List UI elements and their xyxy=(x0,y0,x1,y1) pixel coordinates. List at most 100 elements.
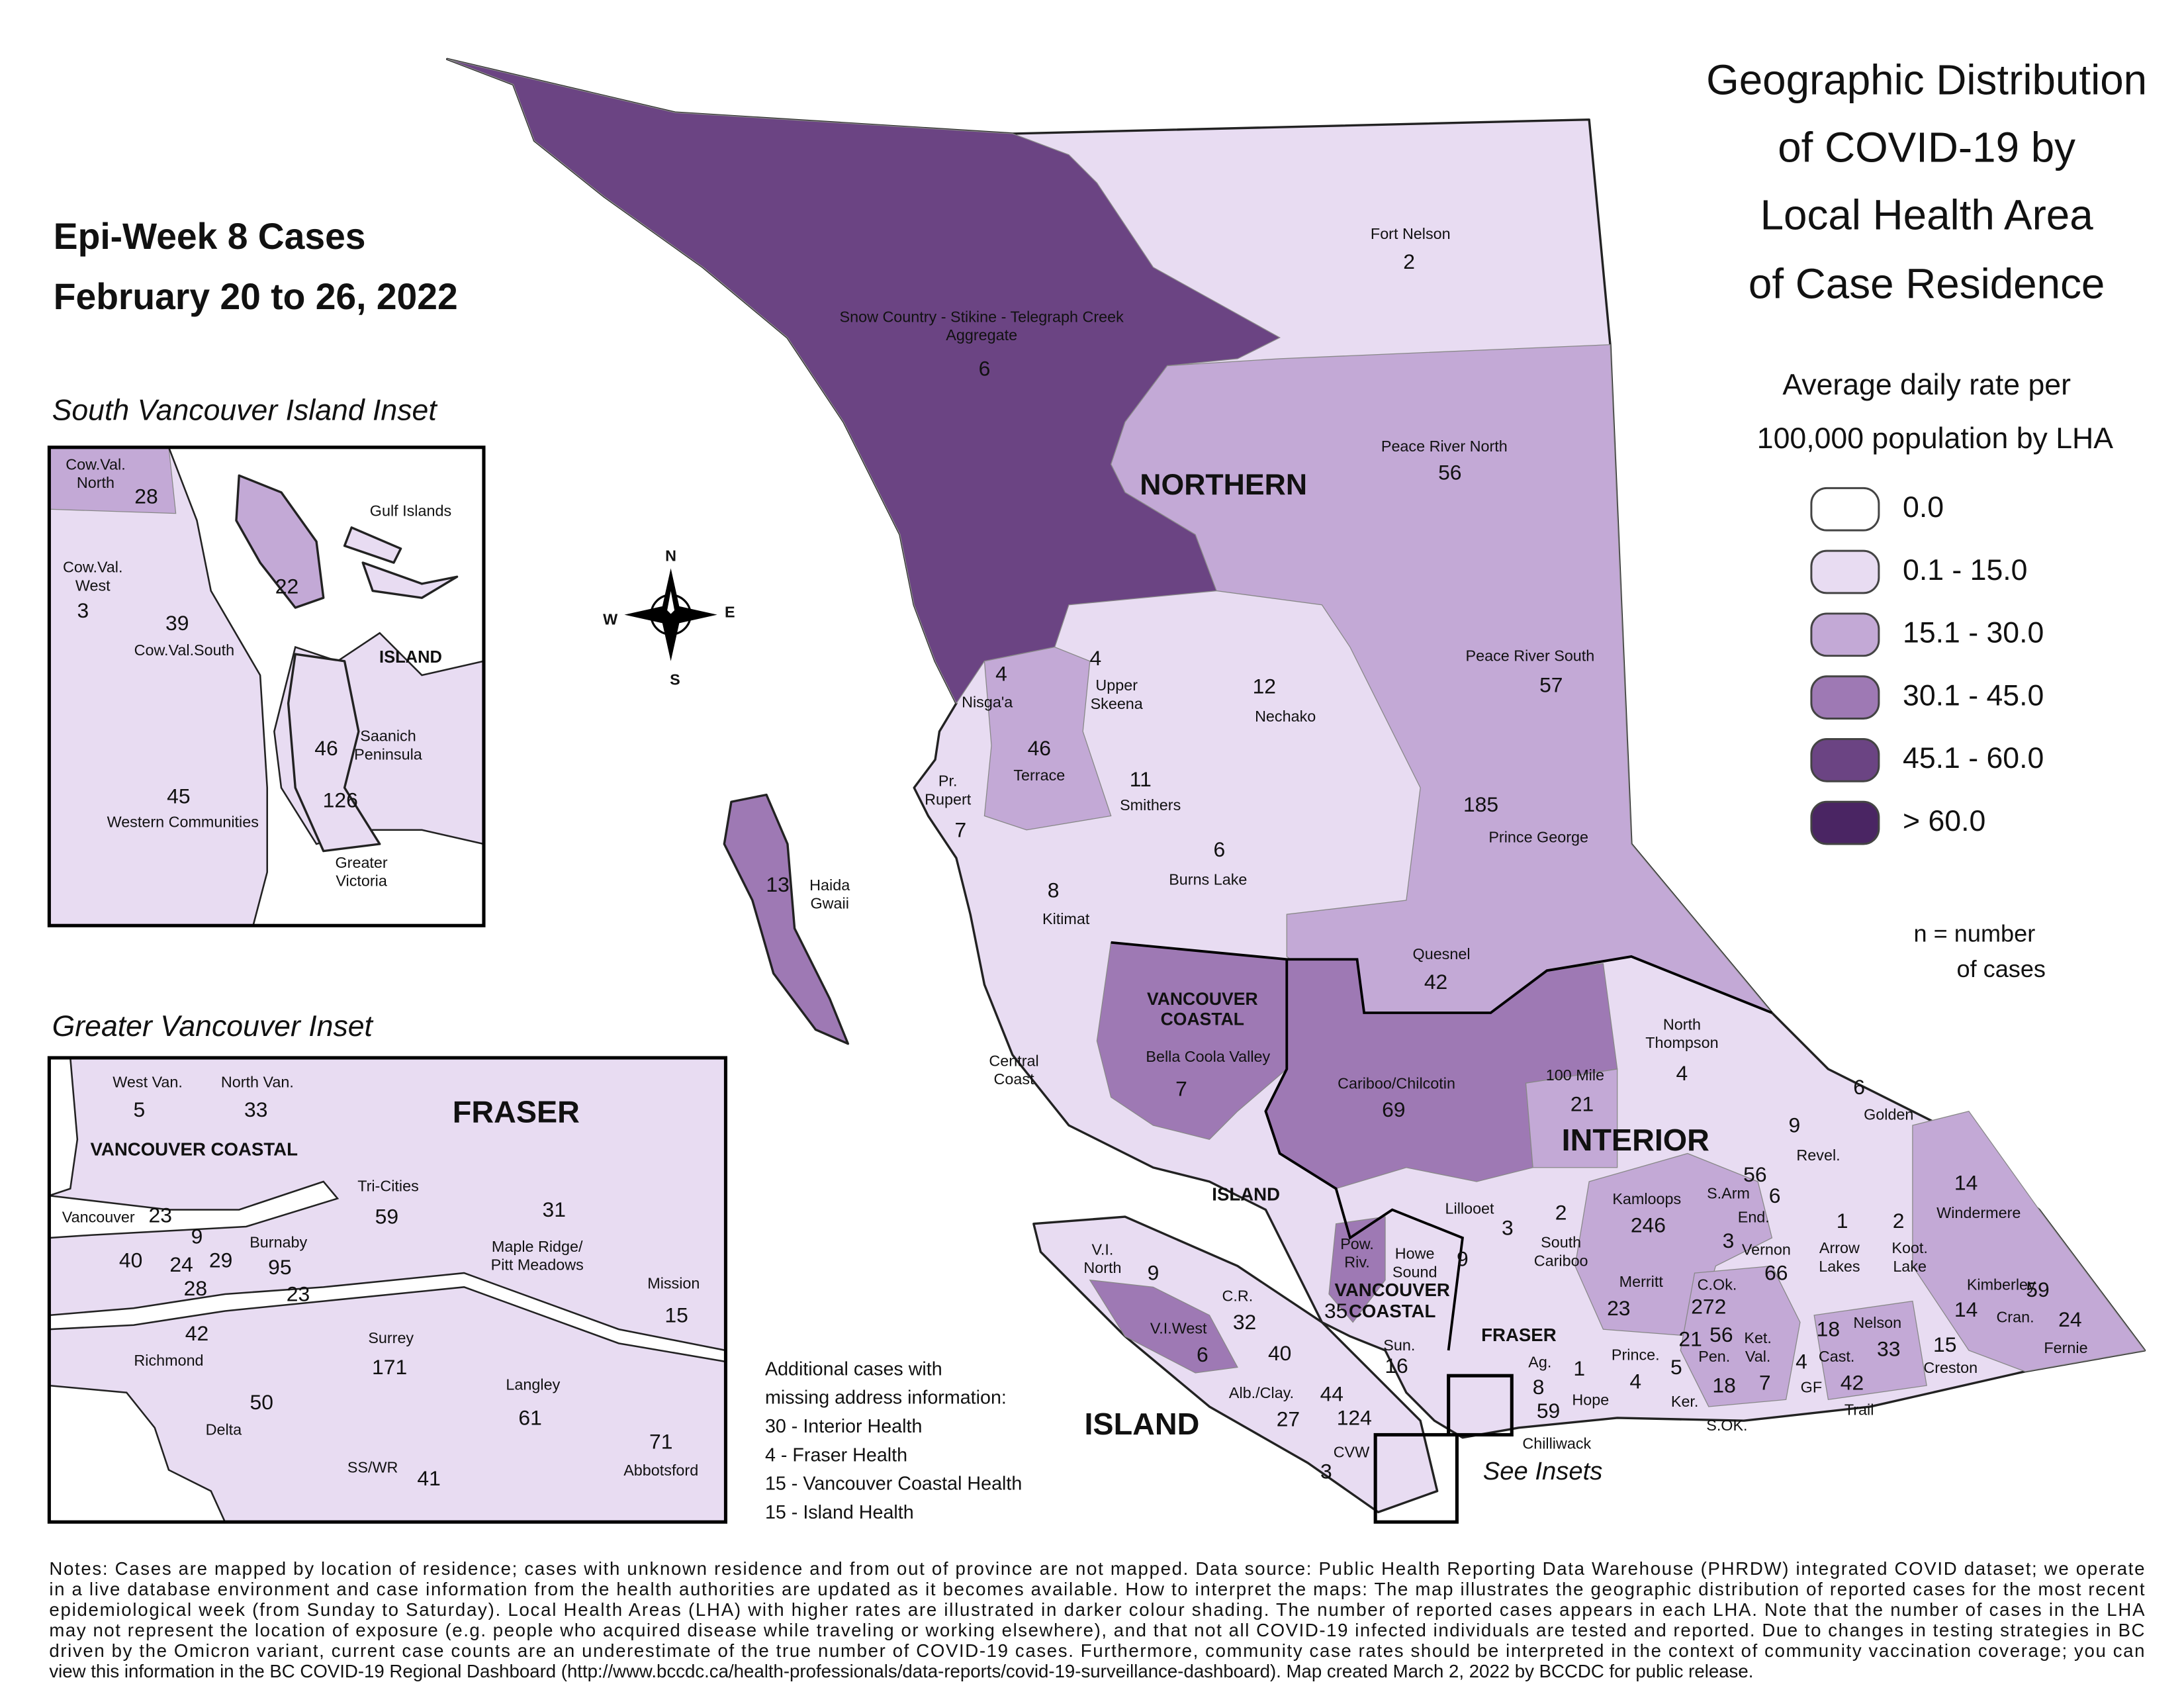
area-cases: 45 xyxy=(167,784,190,808)
area-name: Cow.Val. xyxy=(63,559,122,576)
area-name: Delta xyxy=(206,1421,242,1438)
area-cases: 5 xyxy=(1670,1355,1682,1379)
area-name: Terrace xyxy=(1013,767,1065,784)
area-name: Koot. xyxy=(1891,1239,1928,1256)
area-cases: 95 xyxy=(268,1255,291,1279)
area-name: Upper xyxy=(1095,677,1138,694)
area-cases: 185 xyxy=(1463,792,1498,816)
area-name: Chilliwack xyxy=(1522,1435,1591,1452)
area-name: Pow. xyxy=(1340,1235,1374,1252)
area-name: Windermere xyxy=(1936,1204,2021,1221)
region-kootenay xyxy=(1813,1300,1927,1401)
region-100-mile xyxy=(1525,1068,1618,1168)
area-cases: 9 xyxy=(1148,1261,1160,1285)
area-name: Cast. xyxy=(1819,1348,1855,1365)
area-name: Greater xyxy=(336,854,388,871)
area-cases: 28 xyxy=(184,1276,207,1300)
legend-label: 45.1 - 60.0 xyxy=(1903,742,2044,774)
area-name: Surrey xyxy=(368,1329,414,1346)
missing-address-line: 30 - Interior Health xyxy=(765,1416,922,1437)
area-cases: 3 xyxy=(1723,1229,1735,1252)
area-cases: 33 xyxy=(1877,1336,1900,1360)
area-name: GF xyxy=(1801,1379,1822,1396)
area-name: Vancouver xyxy=(62,1208,135,1225)
area-name: Howe xyxy=(1395,1245,1435,1262)
area-name: Sound xyxy=(1392,1263,1437,1280)
health-authority-label: VANCOUVER xyxy=(1334,1280,1449,1300)
area-name: Prince. xyxy=(1612,1346,1660,1364)
area-name: C.R. xyxy=(1222,1287,1253,1304)
legend-swatch xyxy=(1810,612,1880,657)
area-cases: 41 xyxy=(417,1466,440,1490)
area-name: Kitimat xyxy=(1042,910,1090,927)
health-authority-label: NORTHERN xyxy=(1140,469,1307,501)
area-cases: 5 xyxy=(134,1098,146,1121)
inset-frame xyxy=(47,1056,728,1524)
area-name: Val. xyxy=(1745,1348,1771,1365)
area-name: Richmond xyxy=(134,1352,203,1369)
area-name: Pitt Meadows xyxy=(491,1256,584,1274)
area-name: North xyxy=(77,474,114,491)
area-cases: 44 xyxy=(1320,1382,1343,1405)
area-cases: 42 xyxy=(1841,1370,1864,1394)
area-name: Cariboo xyxy=(1534,1252,1588,1269)
area-cases: 11 xyxy=(1130,767,1152,791)
area-name: Mission xyxy=(647,1274,700,1291)
saanich-land xyxy=(287,653,381,853)
area-cases: 69 xyxy=(1382,1098,1405,1121)
area-name: Sun. xyxy=(1383,1336,1415,1354)
area-cases: 2 xyxy=(1555,1200,1567,1224)
area-cases: 2 xyxy=(1403,250,1415,273)
area-name: Saanich xyxy=(360,727,416,745)
province xyxy=(446,58,2146,1524)
area-name: Aggregate xyxy=(946,326,1017,344)
period-dates: February 20 to 26, 2022 xyxy=(54,276,458,317)
area-name: CVW xyxy=(1334,1443,1369,1460)
notes-line: view this information in the BC COVID-19… xyxy=(49,1661,1753,1681)
inset-water-burrard xyxy=(48,1180,340,1239)
notes-line: may not represent the location of exposu… xyxy=(49,1620,2144,1640)
area-name: Ket. xyxy=(1744,1329,1772,1346)
region-powell-river xyxy=(1328,1216,1386,1323)
health-authority-label: FRASER xyxy=(1481,1325,1557,1345)
area-name: Maple Ridge/ xyxy=(492,1238,583,1255)
area-cases: 18 xyxy=(1712,1374,1735,1397)
area-cases: 42 xyxy=(1424,970,1447,994)
area-name: V.I.West xyxy=(1150,1319,1207,1336)
island-haida-gwaii xyxy=(723,793,850,1045)
area-cases: 12 xyxy=(1253,675,1276,698)
area-name: Cow.Val.South xyxy=(134,641,234,659)
area-cases: 32 xyxy=(1233,1310,1256,1334)
area-name: South xyxy=(1541,1234,1581,1251)
missing-address-line: missing address information: xyxy=(765,1387,1007,1409)
area-name: Burns Lake xyxy=(1169,870,1247,888)
area-name: Cariboo/Chilcotin xyxy=(1338,1075,1455,1092)
area-cases: 4 xyxy=(1629,1369,1641,1393)
area-cases: 6 xyxy=(1213,837,1225,861)
legend-swatch xyxy=(1810,487,1880,532)
area-cases: 23 xyxy=(149,1203,172,1227)
area-name: Lake xyxy=(1893,1258,1927,1275)
area-cases: 272 xyxy=(1691,1295,1726,1319)
legend-swatch xyxy=(1810,549,1880,594)
map-title: Local Health Area xyxy=(1760,191,2094,238)
legend-label: 0.1 - 15.0 xyxy=(1903,554,2027,586)
region-peace-river xyxy=(1110,344,1772,1013)
area-cases: 9 xyxy=(1789,1113,1801,1137)
legend-title: 100,000 population by LHA xyxy=(1757,422,2113,455)
notes-line: Notes: Cases are mapped by location of r… xyxy=(49,1558,2144,1579)
area-cases: 4 xyxy=(1796,1350,1807,1374)
inset-frame xyxy=(47,445,486,927)
area-name: C.Ok. xyxy=(1698,1276,1737,1293)
area-cases: 24 xyxy=(2058,1307,2081,1331)
health-authority-label: ISLAND xyxy=(379,648,442,667)
area-name: Vernon xyxy=(1742,1241,1791,1258)
area-name: Haida xyxy=(809,876,850,894)
area-name: North xyxy=(1083,1259,1121,1276)
area-cases: 4 xyxy=(995,661,1007,685)
area-name: Pen. xyxy=(1698,1348,1730,1365)
area-name: Prince George xyxy=(1488,829,1588,846)
area-cases: 39 xyxy=(165,611,189,635)
area-name: Tri-Cities xyxy=(357,1178,419,1195)
